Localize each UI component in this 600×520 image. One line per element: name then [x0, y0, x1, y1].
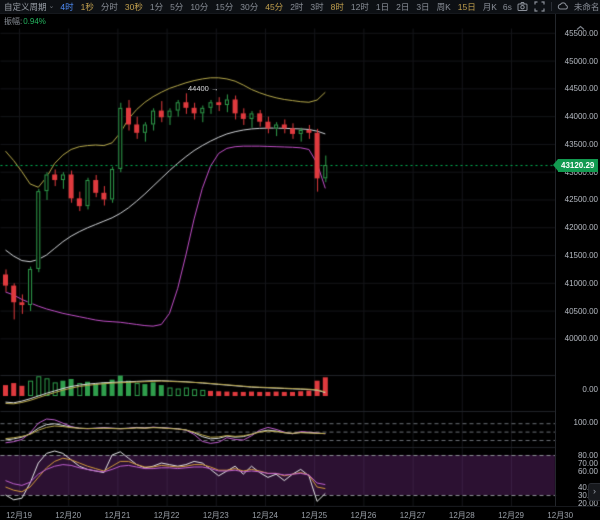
date-label: 12月24	[252, 511, 278, 520]
timeframe-3时[interactable]: 3时	[310, 1, 324, 12]
chart-toolbar: 自定义周期 ⌄ 4时 1秒 分时 30秒 1分 5分 10分 15分 30分 45分 2时 3时 8时 1…	[0, 0, 600, 14]
timeframe-2日[interactable]: 2日	[396, 1, 410, 12]
price-axis-label: 43500.00	[564, 139, 598, 149]
timeframe-分时[interactable]: 分时	[100, 1, 118, 12]
timeframe-8时[interactable]: 8时	[330, 1, 344, 12]
chevron-up-icon[interactable]	[576, 18, 585, 36]
timeframe-1分[interactable]: 1分	[149, 1, 164, 12]
toolbar-divider	[550, 2, 552, 11]
date-label: 12月25	[301, 511, 328, 520]
indicator3-axis-label: 60.00	[577, 467, 598, 476]
chevron-down-icon: ⌄	[48, 3, 55, 10]
price-axis[interactable]: 45500.00 45000.00 44500.00 44000.00 43500.00…	[555, 14, 600, 508]
date-label: 12月19	[6, 511, 32, 520]
fullscreen-icon[interactable]	[534, 1, 546, 13]
timeframe-月K[interactable]: 月K	[482, 1, 497, 12]
price-annotation[interactable]: 44400 →	[188, 83, 219, 93]
timeframe-3日[interactable]: 3日	[416, 1, 430, 12]
price-axis-label: 42000.00	[564, 223, 598, 233]
date-label: 12月20	[55, 511, 82, 520]
price-axis-label: 44000.00	[564, 112, 598, 122]
date-label: 12月28	[448, 511, 475, 520]
timeframe-10分[interactable]: 10分	[190, 1, 209, 12]
indicator3-axis-label: 40.00	[578, 483, 598, 492]
indicator3-axis-label: 20.00	[577, 499, 598, 508]
date-label: 12月30	[547, 511, 574, 520]
timeframe-1日[interactable]: 1日	[375, 1, 390, 12]
timeframe-30秒[interactable]: 30秒	[124, 1, 143, 12]
price-axis-label: 44500.00	[564, 84, 598, 94]
timeframe-45分[interactable]: 45分	[265, 1, 284, 12]
timeframe-30分[interactable]: 30分	[240, 1, 259, 12]
camera-icon[interactable]	[517, 1, 529, 13]
timeframe-周K[interactable]: 周K	[436, 1, 451, 12]
price-axis-label: 43000.00	[564, 167, 598, 177]
date-label: 12月21	[104, 511, 131, 520]
timeframe-5分[interactable]: 5分	[170, 1, 184, 12]
layout-name[interactable]: 未命名	[573, 1, 600, 12]
current-price-tag: 43120.29	[552, 158, 599, 172]
price-axis-label: 41500.00	[564, 251, 598, 261]
date-label: 12月29	[498, 511, 524, 520]
date-axis[interactable]: 12月19 12月20 12月21 12月22 12月23 12月24 12月25 12月26…	[0, 506, 600, 520]
expand-panel-button[interactable]: ›	[588, 483, 600, 501]
indicator2-axis-label: 100.00	[573, 417, 598, 427]
date-label: 12月23	[202, 511, 229, 520]
date-label: 12月27	[399, 511, 426, 520]
date-label: 12月26	[350, 511, 377, 520]
indicator3-axis-label: 80.00	[577, 451, 598, 460]
period-dropdown[interactable]: 自定义周期 ⌄	[4, 1, 54, 13]
timeframe-12时[interactable]: 12时	[350, 1, 369, 12]
price-axis-label: 45500.00	[564, 28, 598, 38]
timeframe-list: 4时 1秒 分时 30秒 1分 5分 10分 15分 30分 45分 2时 3时 8时 12时 1日 2日 3日…	[60, 1, 496, 13]
price-axis-label: 45000.00	[564, 56, 598, 66]
indicator3-axis-label: 70.00	[577, 459, 598, 468]
price-axis-label: 40500.00	[564, 306, 598, 316]
period-dropdown-label: 自定义周期	[4, 1, 47, 12]
timeframe-2时[interactable]: 2时	[290, 1, 304, 12]
price-axis-label: 41000.00	[564, 278, 598, 288]
timeframe-1秒[interactable]: 1秒	[80, 1, 94, 12]
toolbar-right-cluster: 6s 未命名 ⌄ 下单	[503, 0, 600, 13]
cloud-save-icon[interactable]	[557, 1, 569, 13]
timeframe-15日[interactable]: 15日	[457, 1, 476, 12]
timeframe-4时[interactable]: 4时	[60, 1, 74, 12]
amplitude-label: 振幅:	[4, 16, 23, 26]
date-label: 12月22	[153, 511, 180, 520]
price-axis-label: 42500.00	[564, 195, 598, 205]
price-axis-label: 40000.00	[564, 334, 598, 344]
volume-axis-label: 0.00	[582, 385, 598, 394]
indicator3-axis-label: 30.00	[578, 491, 598, 500]
timeframe-15分[interactable]: 15分	[215, 1, 234, 12]
amplitude-value: 0.94%	[23, 16, 46, 26]
bar-countdown: 6s	[502, 1, 512, 12]
amplitude-readout: 振幅: 0.94%	[4, 15, 46, 27]
